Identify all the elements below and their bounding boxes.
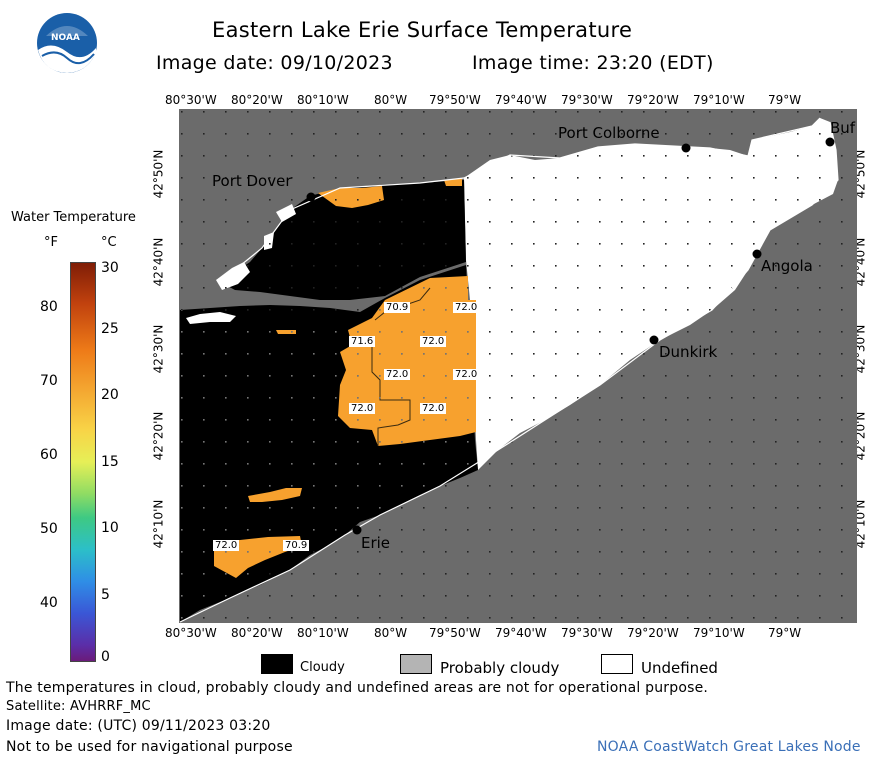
lon-tick-top-9: 79°10'W bbox=[693, 93, 745, 107]
label-angola: Angola bbox=[761, 257, 813, 275]
lon-tick-top-7: 79°30'W bbox=[561, 93, 613, 107]
buffalo-dot bbox=[825, 137, 835, 147]
label-port-colborne: Port Colborne bbox=[558, 124, 660, 142]
temp-label-10: 70.9 bbox=[283, 540, 310, 551]
label-erie: Erie bbox=[361, 534, 391, 552]
probably-cloudy-key-swatch bbox=[400, 654, 432, 674]
lon-tick-bottom-2: 80°20'W bbox=[231, 626, 283, 640]
lat-tick-left-1: 42°50'N bbox=[151, 149, 166, 199]
c-tick-30: 30 bbox=[101, 260, 119, 276]
temp-label-8: 72.0 bbox=[420, 403, 447, 414]
temp-label-7: 72.0 bbox=[349, 403, 376, 414]
temp-label-6: 72.0 bbox=[453, 369, 480, 380]
temperature-colorbar bbox=[70, 262, 96, 662]
lat-tick-left-5: 42°10'N bbox=[151, 499, 166, 549]
image-time: Image time: 23:20 (EDT) bbox=[472, 52, 714, 74]
navigation-warning: Not to be used for navigational purpose bbox=[6, 739, 293, 755]
temp-label-2: 72.0 bbox=[453, 302, 480, 313]
label-dunkirk: Dunkirk bbox=[659, 343, 718, 361]
c-tick-10: 10 bbox=[101, 520, 119, 536]
grid-cloud-overlay bbox=[180, 265, 478, 622]
lon-tick-top-6: 79°40'W bbox=[495, 93, 547, 107]
coastwatch-credit: NOAA CoastWatch Great Lakes Node bbox=[597, 739, 861, 755]
f-tick-80: 80 bbox=[40, 299, 58, 315]
cloudy-key-swatch bbox=[261, 654, 293, 674]
undefined-key-label: Undefined bbox=[641, 659, 718, 677]
lon-tick-bottom-3: 80°10'W bbox=[297, 626, 349, 640]
utc-date-line: Image date: (UTC) 09/11/2023 03:20 bbox=[6, 718, 271, 734]
lon-tick-top-5: 79°50'W bbox=[429, 93, 481, 107]
angola-dot bbox=[752, 249, 762, 259]
c-tick-5: 5 bbox=[101, 587, 110, 603]
undefined-key-swatch bbox=[601, 654, 633, 674]
coastline bbox=[179, 117, 839, 623]
lat-tick-left-3: 42°30'N bbox=[151, 324, 166, 374]
c-tick-20: 20 bbox=[101, 387, 119, 403]
satellite-line: Satellite: AVHRRF_MC bbox=[6, 699, 151, 714]
lon-tick-top-10: 79°W bbox=[768, 93, 802, 107]
lon-tick-bottom-7: 79°30'W bbox=[561, 626, 613, 640]
lon-tick-top-3: 80°10'W bbox=[297, 93, 349, 107]
lon-tick-top-1: 80°30'W bbox=[165, 93, 217, 107]
legend-unit-f: °F bbox=[44, 235, 58, 250]
legend-title: Water Temperature bbox=[11, 210, 136, 225]
f-tick-60: 60 bbox=[40, 447, 58, 463]
temp-label-5: 72.0 bbox=[384, 369, 411, 380]
lon-tick-bottom-10: 79°W bbox=[768, 626, 802, 640]
lon-tick-bottom-1: 80°30'W bbox=[165, 626, 217, 640]
c-tick-15: 15 bbox=[101, 454, 119, 470]
f-tick-40: 40 bbox=[40, 595, 58, 611]
temp-label-9: 72.0 bbox=[213, 540, 240, 551]
lon-tick-bottom-6: 79°40'W bbox=[495, 626, 547, 640]
noaa-logo-text: NOAA bbox=[51, 33, 80, 43]
noaa-logo: NOAA bbox=[36, 12, 98, 74]
image-date: Image date: 09/10/2023 bbox=[156, 52, 393, 74]
page-title: Eastern Lake Erie Surface Temperature bbox=[212, 18, 633, 42]
lon-tick-bottom-8: 79°20'W bbox=[627, 626, 679, 640]
lon-tick-bottom-5: 79°50'W bbox=[429, 626, 481, 640]
lat-tick-left-2: 42°40'N bbox=[151, 237, 166, 287]
temp-label-3: 71.6 bbox=[349, 336, 376, 347]
erie-dot bbox=[352, 525, 362, 535]
c-tick-0: 0 bbox=[101, 649, 110, 665]
lon-tick-bottom-4: 80°W bbox=[374, 626, 408, 640]
label-buffalo: Buf bbox=[830, 119, 856, 137]
cloudy-key-label: Cloudy bbox=[300, 660, 345, 675]
legend-unit-c: °C bbox=[101, 235, 117, 250]
lon-tick-top-8: 79°20'W bbox=[627, 93, 679, 107]
c-tick-25: 25 bbox=[101, 321, 119, 337]
lon-tick-top-4: 80°W bbox=[374, 93, 408, 107]
temp-label-1: 70.9 bbox=[384, 302, 411, 313]
port-dover-dot bbox=[306, 192, 316, 202]
f-tick-50: 50 bbox=[40, 521, 58, 537]
lake-erie-map bbox=[179, 109, 857, 623]
f-tick-70: 70 bbox=[40, 373, 58, 389]
disclaimer-line: The temperatures in cloud, probably clou… bbox=[6, 680, 709, 696]
label-port-dover: Port Dover bbox=[212, 172, 292, 190]
lat-tick-left-4: 42°20'N bbox=[151, 411, 166, 461]
temp-label-4: 72.0 bbox=[420, 336, 447, 347]
probably-cloudy-key-label: Probably cloudy bbox=[440, 659, 560, 677]
lon-tick-bottom-9: 79°10'W bbox=[693, 626, 745, 640]
lon-tick-top-2: 80°20'W bbox=[231, 93, 283, 107]
dunkirk-dot bbox=[649, 335, 659, 345]
port-colborne-dot bbox=[681, 143, 691, 153]
